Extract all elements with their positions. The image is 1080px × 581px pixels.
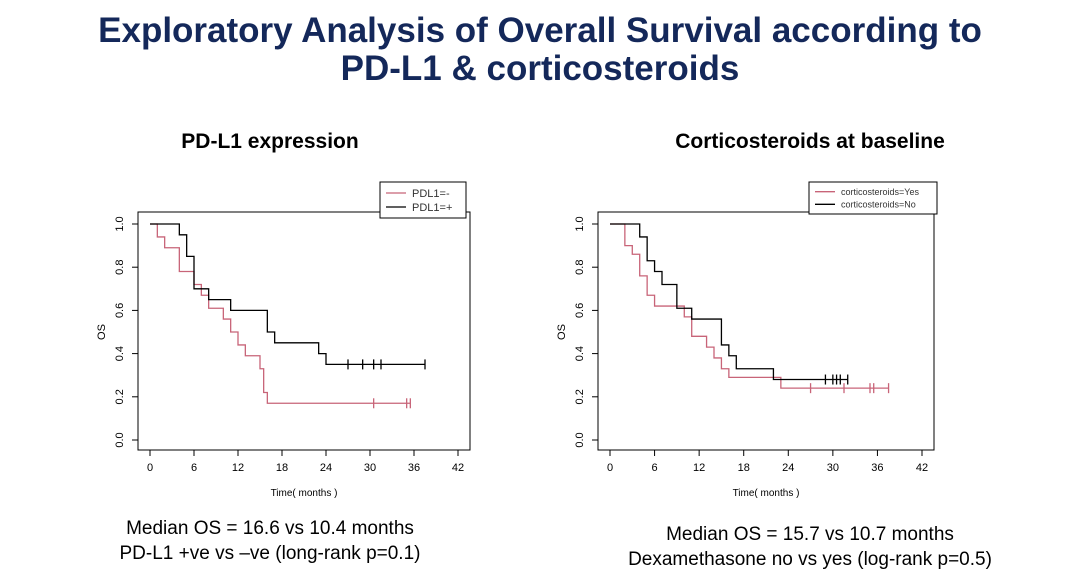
left-median-summary: Median OS = 16.6 vs 10.4 months PD-L1 +v… [0,516,540,566]
y-tick-label: 1.0 [114,216,126,231]
y-tick-label: 0.0 [114,432,126,447]
right-panel-title: Corticosteroids at baseline [675,130,945,153]
plot-frame [597,211,935,451]
legend-box [379,181,467,219]
x-tick-label: 6 [191,462,197,474]
x-axis-label: Time( months ) [733,488,800,499]
x-axis-label: Time( months ) [271,488,338,499]
y-tick-label: 1.0 [574,216,586,231]
pdl1-km-chart: 0 6 12 18 24 30 36 42 Time( months ) 0.0 0.2 0.4 0.6… [96,181,471,499]
y-tick-label: 0.2 [574,389,586,404]
left-median-line-1: Median OS = 16.6 vs 10.4 months [126,518,414,539]
left-median-line-2: PD-L1 +ve vs –ve (long-rank p=0.1) [119,543,421,564]
survival-curve-black [150,223,425,366]
x-tick-label: 30 [364,462,376,474]
y-tick-label: 0.0 [574,432,586,447]
right-median-line-1: Median OS = 15.7 vs 10.7 months [666,524,954,545]
x-tick-label: 36 [408,462,420,474]
x-tick-label: 18 [738,462,750,474]
x-tick-label: 24 [320,462,332,474]
y-tick-label: 0.8 [114,260,126,275]
survival-curve-red [150,223,411,404]
plot-frame [137,211,471,451]
y-axis-label: OS [556,324,568,340]
x-tick-label: 42 [916,462,928,474]
x-tick-label: 24 [782,462,794,474]
legend-label: corticosteroids=No [841,200,916,210]
legend-label: PDL1=+ [412,202,452,214]
survival-curve-black [610,223,848,381]
y-tick-label: 0.4 [114,346,126,361]
x-tick-label: 30 [827,462,839,474]
x-tick-label: 6 [652,462,658,474]
survival-curve-red [610,223,889,389]
y-tick-label: 0.6 [574,303,586,318]
y-tick-label: 0.8 [574,260,586,275]
slide-title: Exploratory Analysis of Overall Survival… [0,12,1080,88]
x-tick-label: 42 [452,462,464,474]
x-tick-label: 18 [276,462,288,474]
legend-label: PDL1=- [412,188,450,200]
x-tick-label: 36 [871,462,883,474]
right-panel: Corticosteroids at baseline 0 6 12 18 24 30 36… [540,130,1080,581]
right-median-summary: Median OS = 15.7 vs 10.7 months Dexameth… [540,522,1080,572]
left-panel: PD-L1 expression 0 6 12 18 24 30 36 42 Time( mon… [0,130,540,581]
slide-title-line-2: PD-L1 & corticosteroids [340,49,740,88]
y-tick-label: 0.4 [574,346,586,361]
legend-label: corticosteroids=Yes [841,187,919,197]
left-panel-title: PD-L1 expression [181,130,359,153]
y-tick-label: 0.2 [114,389,126,404]
slide-title-line-1: Exploratory Analysis of Overall Survival… [98,11,982,50]
x-tick-label: 0 [607,462,613,474]
corticosteroids-km-chart: 0 6 12 18 24 30 36 42 Time( months ) 0.0 0.2 0.4 0.6… [556,181,938,499]
x-tick-label: 12 [232,462,244,474]
x-tick-label: 0 [147,462,153,474]
y-tick-label: 0.6 [114,303,126,318]
legend-box [808,181,938,215]
y-axis-label: OS [96,324,108,340]
right-median-line-2: Dexamethasone no vs yes (log-rank p=0.5) [628,549,992,570]
x-tick-label: 12 [693,462,705,474]
